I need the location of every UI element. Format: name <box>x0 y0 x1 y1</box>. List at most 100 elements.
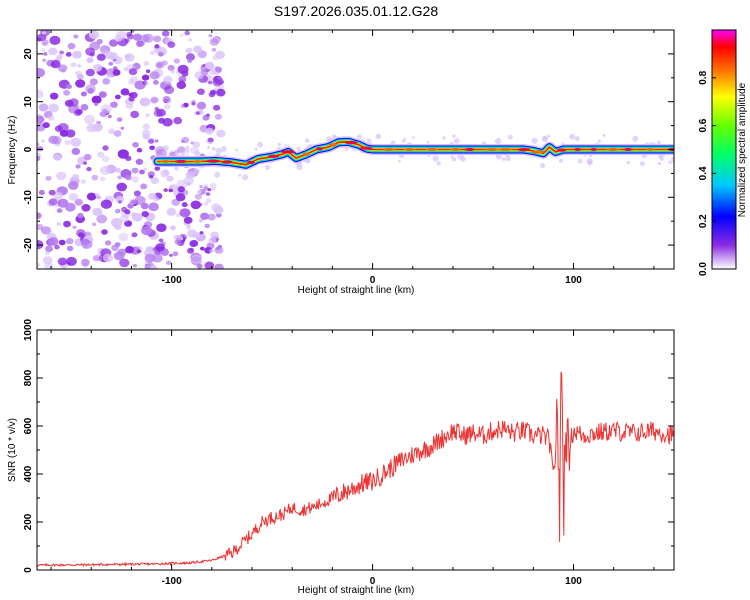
noise-cell <box>84 114 95 125</box>
noise-cell <box>41 39 49 46</box>
noise-cell <box>63 89 71 96</box>
noise-cell <box>153 80 159 85</box>
ridge-peak <box>403 147 416 152</box>
halo-cell <box>656 140 661 145</box>
noise-cell <box>91 174 99 181</box>
noise-cell <box>136 249 142 254</box>
ridge-band-5 <box>156 140 674 166</box>
noise-cell <box>47 115 55 121</box>
noise-cell <box>48 198 58 206</box>
noise-cell <box>134 80 146 90</box>
noise-cell <box>215 246 221 251</box>
noise-cell <box>181 202 188 208</box>
noise-cell <box>57 257 68 266</box>
halo-cell <box>626 160 631 165</box>
noise-cell <box>85 47 95 56</box>
noise-cell <box>139 97 151 107</box>
noise-cell <box>114 35 123 42</box>
noise-cell <box>98 91 107 98</box>
noise-cell <box>200 212 210 220</box>
colorbar: 0.0 0.2 0.4 0.6 0.8 Normalized spectral ampl… <box>698 29 748 276</box>
noise-cell <box>144 264 155 269</box>
halo-cell <box>546 134 551 138</box>
y-tick-label: 20 <box>23 48 34 60</box>
noise-cell <box>107 74 112 78</box>
noise-cell <box>150 97 158 103</box>
noise-cell <box>124 100 129 104</box>
noise-cell <box>68 193 79 201</box>
noise-cell <box>216 88 226 97</box>
noise-cell <box>203 186 209 191</box>
colorbar-frame <box>711 29 737 270</box>
noise-cell <box>123 67 129 72</box>
x-tick-label: -100 <box>162 576 182 587</box>
noise-cell <box>181 136 190 144</box>
halo-cell <box>671 156 674 163</box>
halo-cell <box>357 134 362 139</box>
noise-cell <box>212 55 219 61</box>
noise-cell <box>100 176 106 182</box>
halo-cell <box>284 144 288 147</box>
ridge-peak <box>205 159 220 163</box>
noise-cell <box>77 232 85 238</box>
noise-cell <box>58 239 66 246</box>
noise-cell <box>197 50 207 59</box>
noise-cell <box>66 84 72 89</box>
halo-cell <box>454 138 460 144</box>
noise-cell <box>142 123 150 130</box>
noise-cell <box>145 113 150 118</box>
noise-cell <box>197 189 202 194</box>
noise-cell <box>153 35 162 43</box>
halo-cell <box>659 157 664 161</box>
noise-cell <box>120 126 125 130</box>
noise-cell <box>153 109 163 118</box>
noise-cell <box>172 251 179 257</box>
noise-cell <box>92 207 103 216</box>
x-tick-label: 100 <box>565 275 582 286</box>
noise-cell <box>163 188 168 193</box>
halo-cell <box>602 133 606 137</box>
halo-cell <box>589 154 592 158</box>
halo-cell <box>543 136 548 141</box>
ridge-peak <box>382 147 395 152</box>
ridge-peak <box>302 152 310 156</box>
noise-cell <box>108 128 115 135</box>
noise-cell <box>162 96 171 103</box>
noise-cell <box>83 153 92 161</box>
noise-cell <box>141 226 153 236</box>
noise-cell <box>186 247 195 254</box>
noise-cell <box>72 50 82 59</box>
ridge-peak <box>590 147 597 152</box>
halo-cell <box>296 146 301 151</box>
noise-cell <box>86 166 92 172</box>
noise-cell <box>173 58 181 64</box>
noise-cell <box>67 42 76 50</box>
noise-cell <box>183 176 194 186</box>
noise-cell <box>175 193 186 202</box>
ridge-peak <box>193 159 202 164</box>
noise-cell <box>65 237 74 245</box>
noise-cell <box>213 104 221 111</box>
colorbar-tick-label: 0.8 <box>698 70 709 84</box>
halo-cell <box>650 142 653 145</box>
noise-cell <box>112 69 121 76</box>
noise-cell <box>45 245 54 253</box>
noise-cell <box>197 88 205 95</box>
noise-cell <box>180 33 184 37</box>
noise-cell <box>158 238 164 243</box>
noise-cell <box>37 33 47 42</box>
colorbar-label: Normalized spectral amplitude <box>737 82 748 217</box>
noise-cell <box>56 171 67 181</box>
noise-cell <box>187 58 193 64</box>
noise-cell <box>163 75 173 84</box>
noise-cell <box>45 251 50 255</box>
noise-cell <box>75 79 86 88</box>
halo-cell <box>238 173 242 177</box>
noise-cell <box>148 192 157 200</box>
halo-cell <box>452 134 456 138</box>
halo-cell <box>668 160 672 165</box>
halo-cell <box>257 141 264 148</box>
noise-cell <box>92 123 104 132</box>
x-tick-label: 0 <box>370 275 376 286</box>
ridge-peak <box>328 143 338 147</box>
